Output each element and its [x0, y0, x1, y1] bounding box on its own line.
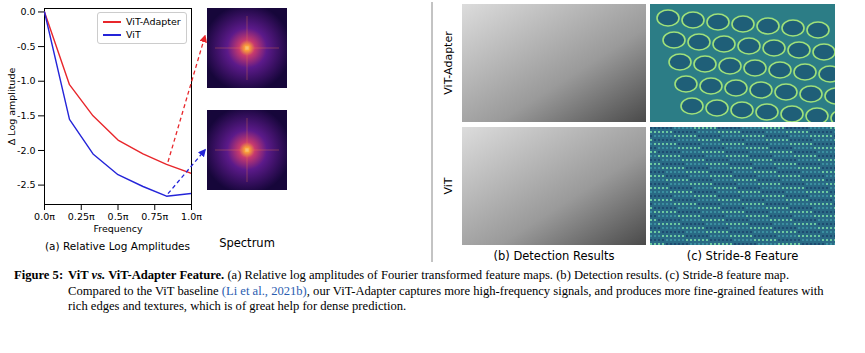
html-text:ViT: ViT [126, 29, 141, 40]
svg-text:ViT-Adapter: ViT-Adapter [442, 31, 455, 95]
svg-text:Δ Log amplitude: Δ Log amplitude [6, 68, 17, 146]
svg-text:-1.0: -1.0 [17, 75, 36, 86]
svg-text:0.75π: 0.75π [141, 211, 168, 222]
svg-text:-0.5: -0.5 [17, 41, 36, 52]
html-text:(c) Stride-8 Feature: (c) Stride-8 Feature [686, 249, 799, 263]
svg-text:0.5π: 0.5π [108, 211, 129, 222]
svg-text:Frequency: Frequency [93, 223, 142, 234]
html-text:(b) Detection Results: (b) Detection Results [493, 249, 615, 263]
svg-text:-2.0: -2.0 [17, 145, 36, 156]
svg-text:0.25π: 0.25π [68, 211, 95, 222]
html-text:ViT-Adapter: ViT-Adapter [126, 16, 181, 27]
html-text:Figure 5: ViT vs. ViT-Adapter: Figure 5: ViT vs. ViT-Adapter Feature. (… [14, 268, 824, 313]
svg-text:-1.5: -1.5 [17, 110, 36, 121]
svg-text:ViT: ViT [442, 177, 455, 194]
svg-text:1.0π: 1.0π [181, 211, 202, 222]
svg-text:-2.5: -2.5 [17, 179, 36, 190]
svg-text:0.0π: 0.0π [34, 211, 55, 222]
html-text:(a) Relative Log Amplitudes: (a) Relative Log Amplitudes [45, 240, 190, 252]
svg-text:0.0: 0.0 [20, 6, 35, 17]
html-text:Spectrum: Spectrum [219, 236, 275, 250]
